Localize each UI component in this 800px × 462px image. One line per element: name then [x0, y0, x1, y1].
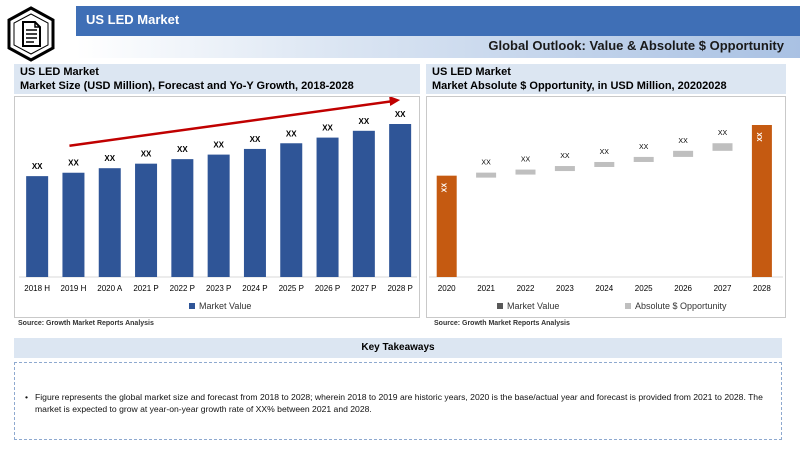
- bullet-marker: •: [25, 392, 29, 402]
- key-takeaways-text: • Figure represents the global market si…: [25, 391, 775, 415]
- x-tick-label: 2025: [635, 284, 653, 293]
- bar-market-value: [26, 176, 49, 277]
- data-label: XX: [359, 117, 370, 126]
- data-label: XX: [600, 149, 610, 156]
- right-chart-source: Source: Growth Market Reports Analysis: [434, 320, 570, 327]
- legend-label: Absolute $ Opportunity: [635, 301, 727, 311]
- legend-swatch-market-value: [497, 303, 503, 309]
- bar-absolute-opportunity: [594, 161, 615, 167]
- key-takeaways-box: • Figure represents the global market si…: [14, 362, 782, 440]
- absolute-opportunity-chart: XX 2020 XX 2021 XX 2022 XX 2023 XX 2024 XX 2025 XX 20…: [429, 125, 783, 311]
- x-tick-label: 2025 P: [279, 284, 304, 293]
- legend-label: Market Value: [507, 301, 559, 311]
- bar-market-value: [280, 143, 303, 277]
- title-bar: [76, 6, 800, 36]
- bar-market-value: [135, 163, 158, 277]
- data-label: XX: [521, 157, 531, 164]
- bar-absolute-opportunity: [476, 172, 497, 178]
- x-tick-label: 2021: [477, 284, 495, 293]
- x-tick-label: 2018 H: [24, 284, 50, 293]
- left-chart-box: XX 2018 H XX 2019 H XX 2020 A XX 2021 P XX 2022 P…: [14, 96, 420, 318]
- page-title: US LED Market: [86, 12, 180, 27]
- bar-market-value: [751, 125, 772, 277]
- legend-swatch-market-value: [189, 303, 195, 309]
- data-label: XX: [104, 154, 115, 163]
- x-tick-label: 2026 P: [315, 284, 340, 293]
- left-chart-title: US LED Market: [20, 66, 99, 78]
- bar-absolute-opportunity: [712, 143, 733, 151]
- data-label: XX: [442, 183, 449, 193]
- data-label: XX: [141, 150, 152, 159]
- data-label: XX: [250, 135, 261, 144]
- left-chart-source: Source: Growth Market Reports Analysis: [18, 320, 154, 327]
- data-label: XX: [213, 141, 224, 150]
- right-chart-subtitle: Market Absolute $ Opportunity, in USD Mi…: [432, 80, 727, 92]
- right-chart-box: XX 2020 XX 2021 XX 2022 XX 2023 XX 2024 XX 2025 XX 20…: [426, 96, 786, 318]
- x-tick-label: 2022: [517, 284, 535, 293]
- data-label: XX: [32, 162, 43, 171]
- right-chart-title: US LED Market: [432, 66, 511, 78]
- key-takeaways-title: Key Takeaways: [361, 342, 435, 353]
- x-tick-label: 2020 A: [97, 284, 123, 293]
- bar-absolute-opportunity: [673, 150, 694, 157]
- bar-absolute-opportunity: [633, 156, 654, 162]
- bar-market-value: [98, 168, 121, 277]
- document-icon: [6, 6, 56, 62]
- legend-label: Market Value: [199, 301, 251, 311]
- x-tick-label: 2023: [556, 284, 574, 293]
- legend-swatch-absolute-opportunity: [625, 303, 631, 309]
- x-tick-label: 2023 P: [206, 284, 231, 293]
- bar-market-value: [62, 172, 85, 277]
- bar-market-value: [171, 159, 194, 277]
- data-label: XX: [639, 144, 649, 151]
- key-takeaways-header: Key Takeaways: [14, 338, 782, 358]
- x-tick-label: 2028 P: [387, 284, 412, 293]
- x-tick-label: 2021 P: [133, 284, 158, 293]
- data-label: XX: [481, 160, 491, 167]
- bar-market-value: [352, 130, 375, 277]
- x-tick-label: 2024 P: [242, 284, 267, 293]
- subtitle-bar: [76, 36, 800, 58]
- data-label: XX: [718, 130, 728, 137]
- market-size-chart: XX 2018 H XX 2019 H XX 2020 A XX 2021 P XX 2022 P…: [19, 96, 417, 311]
- bar-market-value: [436, 175, 457, 277]
- bar-market-value: [207, 154, 230, 277]
- bar-market-value: [316, 137, 339, 277]
- growth-arrow-line: [69, 99, 393, 147]
- key-takeaways-body: Figure represents the global market size…: [35, 392, 763, 414]
- left-chart-subtitle: Market Size (USD Million), Forecast and …: [20, 80, 354, 92]
- x-tick-label: 2026: [674, 284, 692, 293]
- data-label: XX: [286, 129, 297, 138]
- bar-market-value: [243, 148, 266, 277]
- x-tick-label: 2027: [714, 284, 732, 293]
- x-tick-label: 2024: [595, 284, 613, 293]
- data-label: XX: [322, 124, 333, 133]
- data-label: XX: [560, 153, 570, 160]
- x-tick-label: 2022 P: [170, 284, 195, 293]
- right-chart-header: US LED Market Market Absolute $ Opportun…: [426, 64, 786, 94]
- bar-market-value: [389, 124, 412, 277]
- x-tick-label: 2027 P: [351, 284, 376, 293]
- left-chart-header: US LED Market Market Size (USD Million),…: [14, 64, 420, 94]
- data-label: XX: [757, 132, 764, 142]
- page-subtitle: Global Outlook: Value & Absolute $ Oppor…: [488, 38, 784, 53]
- bar-absolute-opportunity: [554, 166, 575, 172]
- data-label: XX: [68, 159, 79, 168]
- data-label: XX: [177, 145, 188, 154]
- bar-absolute-opportunity: [515, 169, 536, 175]
- growth-arrow-head: [389, 96, 401, 106]
- x-tick-label: 2019 H: [61, 284, 87, 293]
- data-label: XX: [678, 138, 688, 145]
- x-tick-label: 2020: [438, 284, 456, 293]
- data-label: XX: [395, 110, 406, 119]
- x-tick-label: 2028: [753, 284, 771, 293]
